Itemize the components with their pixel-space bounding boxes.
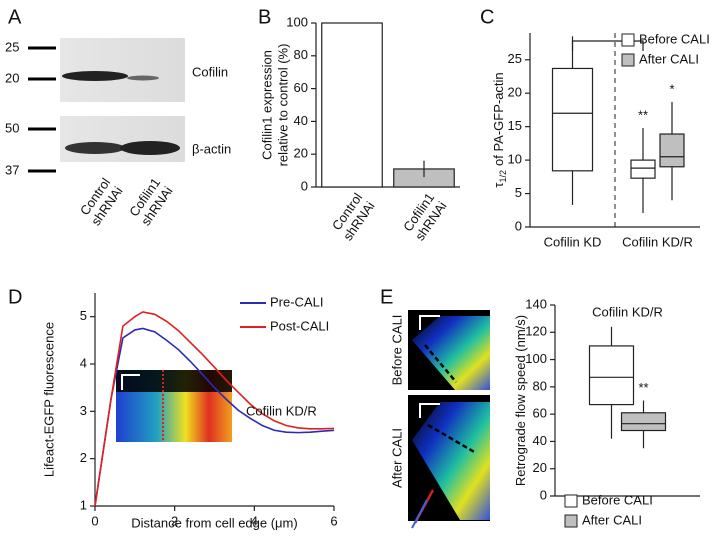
y-tick-label: 80 (294, 47, 308, 62)
panel-label: C (480, 6, 494, 28)
significance: * (669, 81, 674, 96)
y-tick-label: 5 (515, 185, 522, 200)
y-tick-label: 80 (533, 378, 547, 393)
lane-label: Control shRNAi (77, 175, 126, 228)
legend-label: After CALI (582, 512, 642, 527)
box (551, 67, 594, 172)
panel-label: D (8, 286, 22, 308)
significance: ** (638, 107, 648, 122)
y-tick-label: 100 (286, 14, 308, 29)
mw-marker: 50 (5, 120, 19, 135)
y-tick-label: 10 (508, 152, 522, 167)
x-tick-label: 6 (330, 513, 337, 528)
y-tick-label: 140 (525, 296, 547, 311)
mw-marker: 20 (5, 70, 19, 85)
legend-swatch (621, 33, 635, 47)
bracket (571, 40, 644, 51)
box (630, 159, 656, 179)
y-tick-label: 40 (533, 433, 547, 448)
y-tick-label: 25 (508, 51, 522, 66)
band-label: Cofilin (192, 64, 228, 79)
mw-marker: 25 (5, 39, 19, 54)
x-tick-label: Cofilin KD/R (622, 234, 693, 249)
x-tick-label: 4 (251, 513, 258, 528)
band-label: β-actin (192, 141, 231, 156)
y-axis-label-part: 1/2 (498, 170, 508, 183)
y-tick-label: 0 (301, 178, 308, 193)
line-series (94, 327, 335, 507)
y-axis-label-part: of PA-GFP-actin (491, 72, 506, 166)
x-axis-label: Distance from cell edge (μm) (131, 515, 297, 530)
y-tick-label: 1 (80, 497, 87, 512)
legend-label: Before CALI (639, 31, 710, 46)
bar (321, 22, 383, 188)
y-axis-label: τ1/2 of PA-GFP-actin (491, 72, 508, 187)
inset-image (116, 370, 232, 442)
y-tick-label: 0 (515, 218, 522, 233)
legend-label: Before CALI (582, 492, 653, 507)
y-axis-label: Retrograde flow speed (nm/s) (513, 315, 528, 486)
y-tick-label: 20 (294, 146, 308, 161)
panel-label: A (8, 6, 22, 28)
panel-label: B (258, 6, 271, 28)
y-axis-label-part: Retrograde flow speed (nm/s) (513, 315, 528, 486)
annotation: Cofilin KD/R (246, 403, 317, 418)
western-blot (28, 38, 185, 173)
legend-label: Pre-CALI (270, 294, 323, 309)
box (659, 133, 685, 168)
kymograph-label: Before CALI (389, 315, 404, 386)
panel-label: E (380, 286, 393, 308)
legend-swatch (564, 494, 578, 508)
y-axis-label-part: τ (491, 182, 506, 188)
x-tick-label: Cofilin KD (544, 234, 602, 249)
y-tick-label: 15 (508, 118, 522, 133)
y-tick-label: 60 (294, 80, 308, 95)
significance: ** (638, 380, 648, 395)
y-tick-label: 40 (294, 113, 308, 128)
chart-title: Cofilin KD/R (592, 304, 663, 319)
y-tick-label: 20 (533, 460, 547, 475)
y-tick-label: 100 (525, 351, 547, 366)
lane-label: Cofilin1 shRNAi (126, 175, 176, 228)
y-tick-label: 60 (533, 406, 547, 421)
box (620, 412, 667, 432)
legend-label: Post-CALI (270, 318, 329, 333)
y-tick-label: 5 (80, 308, 87, 323)
y-axis-label: Lifeact-EGFP fluorescence (41, 322, 56, 477)
x-tick-label: 2 (171, 513, 178, 528)
legend-label: After CALI (639, 51, 699, 66)
x-tick-label: 0 (91, 513, 98, 528)
y-tick-label: 20 (508, 85, 522, 100)
y-axis-label: Cofilin1 expression relative to control (… (259, 44, 290, 167)
y-tick-label: 120 (525, 324, 547, 339)
legend-swatch (564, 514, 578, 528)
y-tick-label: 3 (80, 403, 87, 418)
kymograph (408, 310, 490, 529)
y-axis-label-line: relative to control (%) (275, 44, 290, 167)
y-tick-label: 4 (80, 355, 87, 370)
kymograph-label: After CALI (389, 428, 404, 488)
y-tick-label: 0 (540, 487, 547, 502)
legend-swatch (621, 53, 635, 67)
box (588, 345, 635, 406)
y-axis-label-line: Cofilin1 expression (259, 50, 274, 160)
mw-marker: 37 (5, 162, 19, 177)
y-tick-label: 2 (80, 450, 87, 465)
line-series (94, 311, 335, 507)
